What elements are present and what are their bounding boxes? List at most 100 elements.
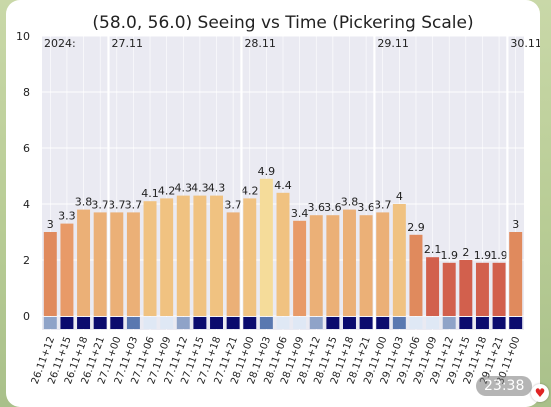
y-tick-label: 6 [23, 142, 30, 155]
bar-value-label: 4.1 [141, 187, 159, 200]
bar-value-label: 3.4 [291, 207, 309, 220]
y-tick-label: 10 [16, 30, 30, 43]
cloud-cell [193, 317, 207, 329]
cloud-cell [343, 317, 356, 329]
seeing-bar [392, 204, 406, 316]
bar-value-label: 1.9 [440, 249, 458, 262]
bar-value-label: 3.6 [357, 201, 375, 214]
seeing-bar [426, 257, 440, 316]
bar-value-label: 4.4 [274, 179, 292, 192]
day-label: 28.11 [244, 37, 276, 50]
seeing-bar [126, 212, 140, 316]
bar-value-label: 4.3 [208, 182, 226, 195]
seeing-bar [226, 212, 240, 316]
bar-value-label: 1.9 [490, 249, 508, 262]
bar-value-label: 2.9 [407, 221, 425, 234]
bar-value-label: 1.9 [474, 249, 492, 262]
chart-card: 0 2 4 6 8 10 3 3.3 3.8 3.7 3.7 3.7 4.1 4.2 4.3 4.3 4.3 3.… [6, 0, 540, 407]
seeing-bar [359, 215, 373, 316]
y-tick-label: 2 [23, 254, 30, 267]
bar-value-label: 4 [396, 190, 403, 203]
cloud-cell [459, 317, 473, 329]
bar-value-label: 4.3 [191, 182, 209, 195]
seeing-bar [160, 198, 174, 316]
bar-value-label: 4.2 [241, 184, 259, 197]
cloud-cell [492, 317, 506, 329]
cloud-cell [160, 317, 174, 329]
cloud-cell [409, 317, 423, 329]
bar-value-label: 3.7 [108, 198, 126, 211]
heart-reaction-icon[interactable]: ♥ [531, 384, 549, 402]
bar-value-label: 3.7 [224, 198, 242, 211]
seeing-bar [293, 220, 307, 316]
seeing-bar [409, 234, 423, 316]
seeing-bar [509, 232, 523, 316]
bar-value-label: 3.6 [307, 201, 325, 214]
seeing-bar [475, 262, 489, 316]
seeing-bar [343, 209, 356, 316]
seeing-bar [210, 195, 223, 316]
cloud-cell [392, 317, 406, 329]
cloud-cell [309, 317, 323, 329]
bar-value-label: 3 [47, 218, 54, 231]
cloud-cell [126, 317, 140, 329]
cloud-cell [293, 317, 307, 329]
bar-value-label: 4.3 [175, 182, 193, 195]
cloud-cell [276, 317, 290, 329]
cloud-cell [143, 317, 157, 329]
day-label: 27.11 [111, 37, 143, 50]
bar-value-label: 3.8 [341, 196, 359, 209]
seeing-bar [492, 262, 506, 316]
seeing-bar [110, 212, 124, 316]
cloud-cell [243, 317, 257, 329]
seeing-bar [193, 195, 207, 316]
cloud-cell [475, 317, 489, 329]
cloud-cell [176, 317, 190, 329]
bar-value-label: 3.8 [75, 196, 93, 209]
bar-value-label: 3.7 [125, 198, 143, 211]
seeing-bar [259, 178, 273, 316]
cloud-cell [326, 317, 340, 329]
seeing-bar [243, 198, 257, 316]
seeing-bar [459, 260, 473, 316]
cloud-cell [77, 317, 91, 329]
bar-value-label: 3.7 [374, 198, 392, 211]
cloud-cell [376, 317, 390, 329]
cloud-cell [43, 317, 57, 329]
cloud-cell [226, 317, 240, 329]
seeing-bar [143, 201, 157, 316]
seeing-bar [77, 209, 91, 316]
cloud-cell [426, 317, 440, 329]
seeing-bar [43, 232, 57, 316]
day-label: 30.11 [510, 37, 540, 50]
bar-value-label: 2.1 [424, 243, 442, 256]
bar-value-label: 3.3 [58, 210, 76, 223]
message-time: 23:38 [476, 376, 533, 396]
seeing-bar [309, 215, 323, 316]
cloud-cell [60, 317, 74, 329]
seeing-bar [60, 223, 74, 316]
cloud-cell [359, 317, 373, 329]
seeing-bar [326, 215, 340, 316]
bar-value-label: 3 [512, 218, 519, 231]
cloud-cell [509, 317, 523, 329]
y-tick-label: 0 [23, 310, 30, 323]
bar-value-label: 3.7 [91, 198, 109, 211]
cloud-cell [110, 317, 124, 329]
bar-value-label: 2 [462, 246, 469, 259]
bar-value-label: 4.2 [158, 184, 176, 197]
y-tick-label: 4 [23, 198, 30, 211]
day-label: 29.11 [377, 37, 409, 50]
year-label: 2024: [44, 37, 76, 50]
cloud-cell [442, 317, 456, 329]
cloud-cell [93, 317, 107, 329]
cloud-cell [259, 317, 273, 329]
bar-value-label: 3.6 [324, 201, 342, 214]
seeing-bar [93, 212, 107, 316]
seeing-bar [176, 195, 190, 316]
seeing-bar [276, 192, 290, 316]
seeing-bar [376, 212, 390, 316]
y-tick-label: 8 [23, 86, 30, 99]
seeing-bar [442, 262, 456, 316]
